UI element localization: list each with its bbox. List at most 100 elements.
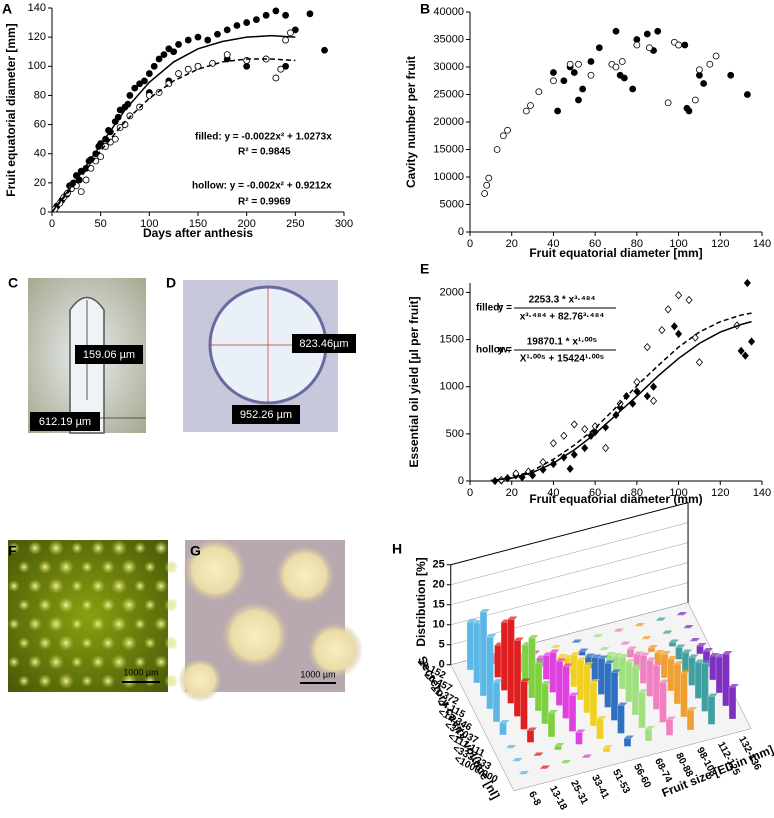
bar-top (669, 639, 679, 643)
point (737, 346, 745, 356)
bar-top (635, 623, 645, 626)
oil-gland (144, 637, 156, 649)
point (633, 36, 641, 43)
bar-top (614, 628, 624, 632)
x-tick-label: 20 (506, 487, 518, 499)
point (658, 326, 666, 335)
oil-gland (164, 636, 178, 650)
x-tick-label: 0 (49, 218, 55, 230)
x-tick-label: 40 (547, 487, 559, 499)
bar-top (627, 646, 637, 650)
y-tick-label: 51-53 (610, 768, 632, 796)
bar (701, 663, 709, 712)
oil-gland (58, 673, 74, 689)
bar-top (507, 616, 518, 620)
point (650, 382, 658, 391)
bar-top (520, 678, 531, 682)
point (549, 439, 557, 448)
bar-top (519, 771, 529, 774)
point (744, 91, 751, 98)
bar-top (541, 681, 552, 684)
point (272, 74, 280, 82)
point (664, 99, 672, 107)
point (282, 36, 290, 44)
point (287, 29, 294, 37)
bar (689, 640, 698, 642)
point (522, 107, 530, 115)
point (282, 62, 290, 70)
y-tick-label: 80 (34, 89, 46, 101)
bar-top (645, 726, 655, 729)
panel-letter: F (8, 543, 17, 559)
bar-top (551, 645, 561, 648)
image-label: 1000 µm (123, 667, 158, 677)
bar-top (561, 760, 571, 763)
bar-top (632, 664, 642, 667)
point (591, 422, 599, 431)
bar-top (675, 644, 686, 648)
bar (675, 647, 683, 660)
bar-top (599, 647, 610, 650)
oil-gland (81, 599, 93, 611)
panel-letter: E (420, 261, 429, 277)
y-tick-label: 40000 (433, 6, 464, 18)
bar-top (687, 707, 697, 710)
bar (638, 691, 646, 729)
bar (604, 663, 612, 708)
bar-top (641, 636, 652, 639)
point (581, 425, 589, 434)
oil-gland (38, 674, 52, 688)
y-tick-label: 1500 (440, 333, 464, 345)
z-axis-label: Distribution [%] (414, 557, 428, 646)
point (194, 62, 202, 70)
bar-top (680, 670, 691, 673)
fit-curve (490, 320, 752, 482)
panel-letter: H (392, 541, 402, 557)
point (579, 85, 587, 93)
x-tick-label: 50 (95, 218, 107, 230)
grid-line (450, 562, 689, 625)
point (82, 176, 90, 184)
y-axis-label: Fruit equatorial diameter [mm] (4, 23, 18, 196)
bar-top (606, 652, 616, 655)
panel-letter: A (2, 1, 12, 17)
bar (620, 644, 628, 646)
bar-top (666, 716, 676, 720)
x-axis-label: Fruit equatorial diameter (mm) (529, 492, 702, 506)
point (643, 342, 651, 352)
x-tick-label: 80 (631, 238, 643, 250)
y-tick-label: 56-60 (631, 762, 653, 790)
point (291, 26, 299, 34)
bar-top (696, 643, 707, 646)
oil-gland (81, 675, 93, 687)
micrograph-c (28, 278, 146, 434)
oil-gland (71, 656, 83, 668)
oil-gland (18, 675, 30, 687)
x-tick-label: 140 (753, 238, 771, 250)
bar (610, 672, 619, 721)
point (481, 190, 489, 197)
point (243, 62, 251, 70)
annotation: R² = 0.9969 (238, 197, 291, 208)
oil-gland (38, 636, 52, 650)
y-tick-label: 120 (28, 31, 46, 43)
bar-top (569, 692, 579, 696)
y-tick-label: 30000 (433, 61, 464, 73)
point (675, 291, 683, 300)
bar (662, 633, 670, 635)
bar (618, 656, 627, 690)
oil-gland (58, 597, 74, 613)
bar-top (593, 634, 603, 637)
bar-top (648, 645, 658, 648)
bar-top (556, 658, 566, 662)
bar (707, 696, 716, 725)
point (175, 70, 182, 77)
micrograph-d (183, 280, 356, 432)
point (681, 41, 689, 49)
bar-top (662, 630, 673, 634)
oil-gland (91, 617, 105, 631)
bar-top (548, 710, 558, 713)
bar (581, 757, 590, 759)
image-label: 1000 µm (300, 669, 335, 679)
point (727, 71, 735, 79)
